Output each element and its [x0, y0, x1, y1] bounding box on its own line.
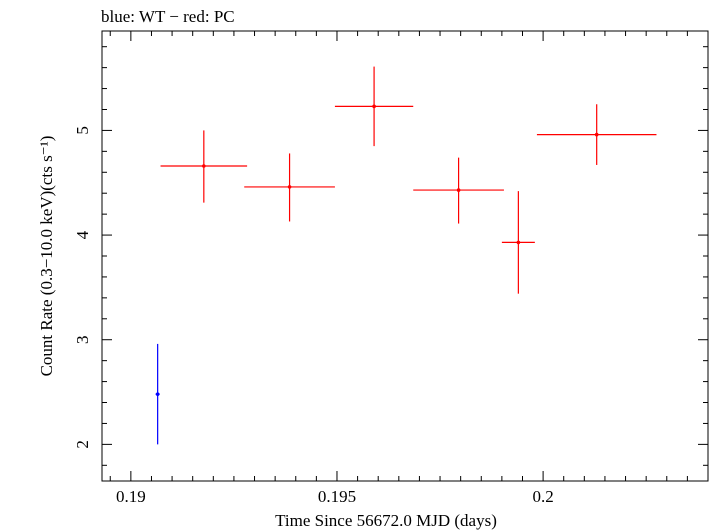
- data-marker: [372, 104, 376, 109]
- data-marker: [155, 392, 160, 396]
- data-point: [536, 104, 657, 165]
- x-axis-ticks: 0.19 0.195 0.2: [109, 31, 709, 506]
- y-tick-label: 3: [73, 335, 92, 344]
- data-marker: [287, 185, 292, 189]
- data-point: [501, 191, 535, 294]
- x-axis-label: Time Since 56672.0 MJD (days): [275, 511, 497, 530]
- data-point: [160, 130, 248, 203]
- x-tick-label: 0.195: [318, 487, 356, 506]
- data-point: [244, 153, 335, 222]
- y-axis-ticks: 2 3 4 5: [73, 46, 708, 466]
- y-tick-label: 5: [73, 126, 92, 135]
- y-tick-label: 4: [73, 230, 92, 239]
- data-marker: [594, 132, 599, 137]
- data-marker: [456, 188, 461, 192]
- data-point: [334, 66, 414, 147]
- y-tick-label: 2: [73, 440, 92, 449]
- plot-frame: [101, 30, 709, 482]
- x-tick-label: 0.2: [532, 487, 553, 506]
- chart-title: blue: WT − red: PC: [101, 7, 235, 26]
- data-marker: [202, 164, 206, 168]
- x-tick-label: 0.19: [116, 487, 146, 506]
- y-axis-label: Count Rate (0.3−10.0 keV)(cts s⁻¹): [37, 136, 56, 377]
- data-point: [413, 157, 504, 224]
- data-marker: [516, 240, 521, 245]
- data-points: [155, 66, 657, 445]
- data-point: [155, 343, 160, 445]
